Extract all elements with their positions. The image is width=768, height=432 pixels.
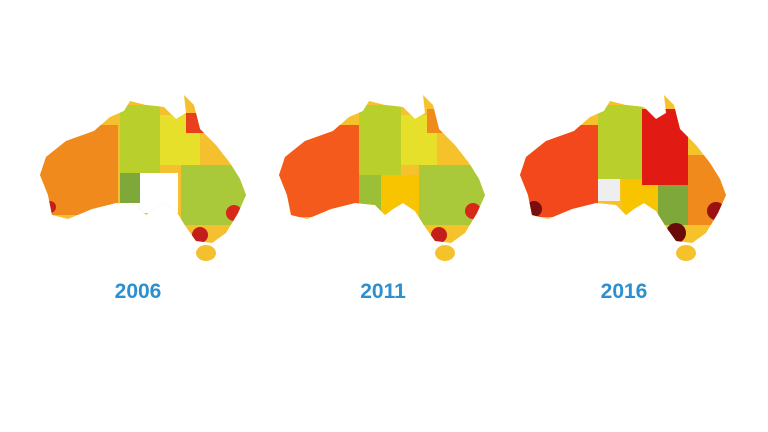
year-label: 2006 <box>115 280 162 303</box>
map-2006 <box>40 95 246 261</box>
map-2011 <box>279 95 485 261</box>
year-label: 2011 <box>360 280 406 303</box>
map-2016 <box>520 95 726 261</box>
year-label: 2016 <box>601 280 648 303</box>
